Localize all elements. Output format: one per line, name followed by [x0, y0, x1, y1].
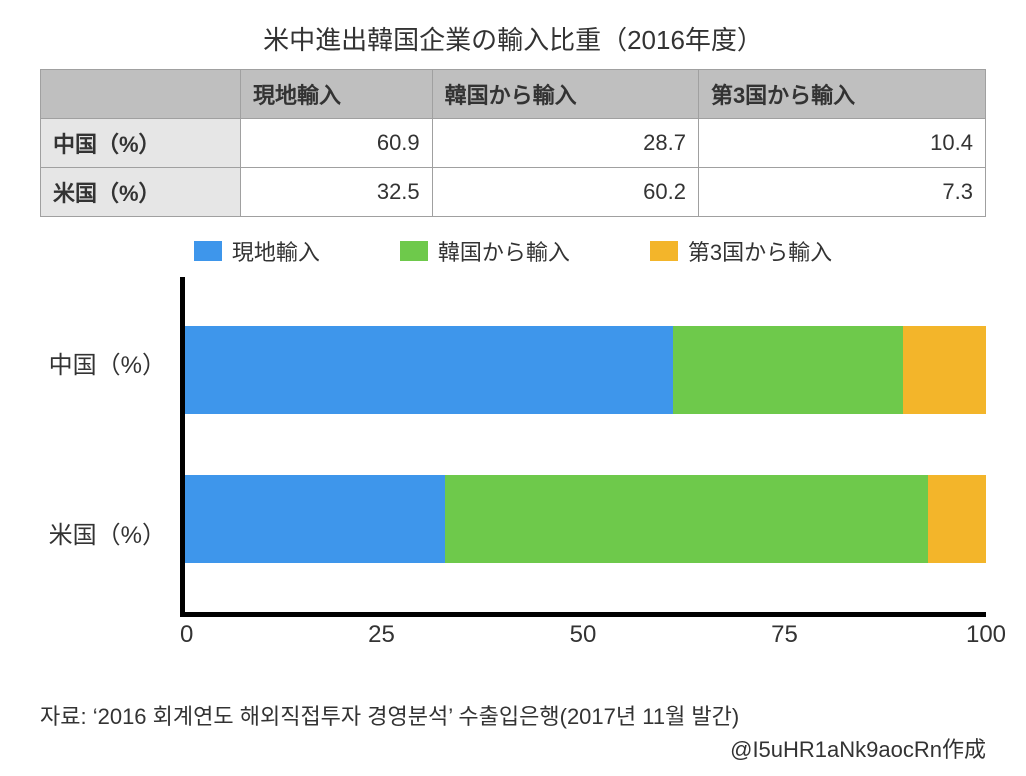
header-col: 韓国から輸入 [432, 70, 698, 119]
bar-seg-third [928, 475, 986, 563]
table-row: 米国（%） 32.5 60.2 7.3 [41, 168, 986, 217]
table-row: 中国（%） 60.9 28.7 10.4 [41, 119, 986, 168]
header-col: 第3国から輸入 [698, 70, 985, 119]
footer: 자료: ‘2016 회계연도 해외직접투자 경영분석’ 수출입은행(2017년 … [40, 700, 986, 766]
cell: 60.2 [432, 168, 698, 217]
x-axis: 0 25 50 75 100 [180, 617, 986, 657]
legend-item: 韓国から輸入 [400, 235, 570, 267]
legend-label: 現地輸入 [232, 235, 320, 267]
bar-seg-korea [673, 326, 903, 414]
bar-seg-local [185, 326, 673, 414]
header-blank [41, 70, 241, 119]
legend-label: 第3国から輸入 [688, 235, 832, 267]
row-label: 米国（%） [41, 168, 241, 217]
header-col: 現地輸入 [241, 70, 433, 119]
row-label: 中国（%） [41, 119, 241, 168]
x-tick: 50 [570, 621, 597, 649]
x-tick: 100 [966, 621, 1006, 649]
legend-swatch [400, 241, 428, 261]
bar-usa [185, 475, 986, 563]
cell: 28.7 [432, 119, 698, 168]
legend-label: 韓国から輸入 [438, 235, 570, 267]
plot-area [180, 277, 986, 617]
y-label: 米国（%） [49, 515, 166, 550]
bar-china [185, 326, 986, 414]
y-axis-labels: 中国（%） 米国（%） [40, 277, 180, 617]
credit-text: @I5uHR1aNk9aocRn作成 [40, 733, 986, 766]
legend-item: 現地輸入 [194, 235, 320, 267]
bar-seg-korea [445, 475, 927, 563]
bar-chart: 中国（%） 米国（%） 0 25 50 75 100 [40, 277, 986, 700]
x-tick: 25 [368, 621, 395, 649]
chart-title: 米中進出韓国企業の輸入比重（2016年度） [40, 20, 986, 57]
source-text: 자료: ‘2016 회계연도 해외직접투자 경영분석’ 수출입은행(2017년 … [40, 700, 986, 733]
x-tick: 75 [771, 621, 798, 649]
legend-item: 第3国から輸入 [650, 235, 832, 267]
bar-seg-third [903, 326, 986, 414]
legend-swatch [194, 241, 222, 261]
cell: 32.5 [241, 168, 433, 217]
x-tick: 0 [180, 621, 193, 649]
bar-seg-local [185, 475, 445, 563]
table-header-row: 現地輸入 韓国から輸入 第3国から輸入 [41, 70, 986, 119]
legend: 現地輸入 韓国から輸入 第3国から輸入 [40, 235, 986, 267]
y-label: 中国（%） [49, 345, 166, 380]
cell: 10.4 [698, 119, 985, 168]
cell: 7.3 [698, 168, 985, 217]
data-table: 現地輸入 韓国から輸入 第3国から輸入 中国（%） 60.9 28.7 10.4… [40, 69, 986, 217]
cell: 60.9 [241, 119, 433, 168]
legend-swatch [650, 241, 678, 261]
